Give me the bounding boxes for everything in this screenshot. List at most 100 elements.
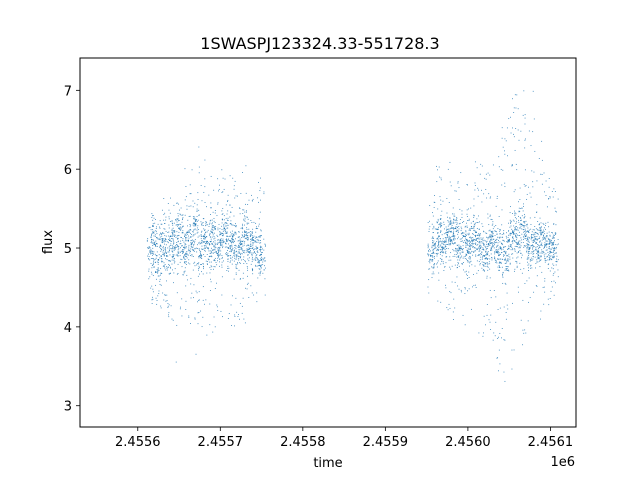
data-point [445, 238, 447, 240]
data-point [506, 261, 508, 263]
data-point [151, 233, 153, 234]
data-point [220, 238, 222, 240]
data-point [491, 224, 493, 226]
data-point [242, 258, 244, 260]
data-point [442, 247, 444, 249]
data-point [457, 252, 459, 254]
data-point [258, 240, 260, 242]
data-point [450, 240, 452, 242]
data-point [495, 260, 497, 262]
data-point [488, 255, 490, 257]
data-point [520, 237, 522, 239]
data-point [457, 238, 458, 240]
data-point [486, 247, 488, 249]
data-point [184, 235, 185, 237]
data-point [190, 229, 192, 231]
data-point [222, 230, 224, 232]
data-point [229, 261, 231, 263]
data-point [432, 249, 434, 251]
data-point [171, 238, 173, 239]
data-point [155, 242, 157, 244]
x-axis-label: time [313, 456, 342, 471]
data-point [492, 243, 494, 245]
x-tick-label: 2.4558 [280, 435, 326, 450]
data-point [206, 221, 208, 223]
data-point [240, 227, 242, 229]
data-point [475, 239, 477, 241]
data-point [211, 225, 213, 227]
data-point [471, 239, 473, 241]
data-point [509, 258, 511, 260]
data-point [182, 251, 184, 253]
data-point [483, 268, 485, 270]
data-point [151, 252, 153, 254]
data-point [530, 228, 532, 230]
data-point [526, 258, 528, 260]
data-point [485, 258, 487, 260]
data-point [489, 263, 491, 265]
data-point [531, 240, 533, 242]
data-point [482, 335, 484, 337]
data-point [467, 260, 469, 262]
data-point [228, 313, 230, 315]
data-point [458, 247, 461, 249]
data-point [242, 231, 243, 233]
data-point [473, 274, 474, 275]
data-point [222, 245, 224, 247]
data-point [524, 138, 526, 140]
data-point [555, 252, 557, 254]
data-point [548, 254, 550, 256]
data-point [534, 216, 536, 218]
data-point [190, 193, 192, 195]
data-point [469, 256, 471, 257]
data-point [431, 237, 433, 239]
data-point [453, 233, 455, 235]
data-point [185, 196, 187, 198]
data-point [487, 213, 489, 215]
data-point [429, 248, 430, 250]
data-point [202, 225, 204, 226]
data-point [190, 229, 191, 230]
data-point [442, 252, 444, 254]
data-point [146, 240, 148, 242]
data-point [437, 262, 438, 264]
data-point [487, 237, 489, 238]
data-point [184, 247, 186, 249]
data-point [246, 231, 248, 233]
data-point [234, 251, 236, 253]
data-point [508, 253, 510, 255]
data-point [474, 185, 476, 186]
data-point [533, 239, 535, 241]
data-point [209, 290, 211, 291]
data-point [521, 207, 523, 209]
data-point [549, 298, 551, 299]
data-point [237, 252, 239, 254]
data-point [196, 263, 198, 264]
data-point [204, 250, 206, 252]
data-point [492, 339, 494, 341]
data-point [258, 265, 260, 267]
data-point [497, 236, 499, 238]
data-point [188, 240, 189, 242]
data-point [255, 231, 257, 233]
data-point [541, 245, 543, 247]
data-point [452, 311, 454, 313]
data-point [445, 284, 446, 286]
data-point [512, 230, 514, 232]
data-point [211, 236, 213, 238]
data-point [176, 273, 178, 275]
data-point [429, 262, 431, 264]
data-point [502, 248, 504, 250]
data-point [531, 267, 533, 269]
data-point [240, 262, 242, 264]
data-point [429, 258, 431, 260]
data-point [556, 246, 558, 248]
data-point [192, 222, 194, 224]
data-point [254, 248, 256, 250]
data-point [167, 203, 169, 204]
data-point [161, 235, 163, 237]
data-point [547, 237, 549, 239]
data-point [197, 231, 199, 233]
data-point [161, 239, 164, 241]
data-point [182, 238, 184, 240]
